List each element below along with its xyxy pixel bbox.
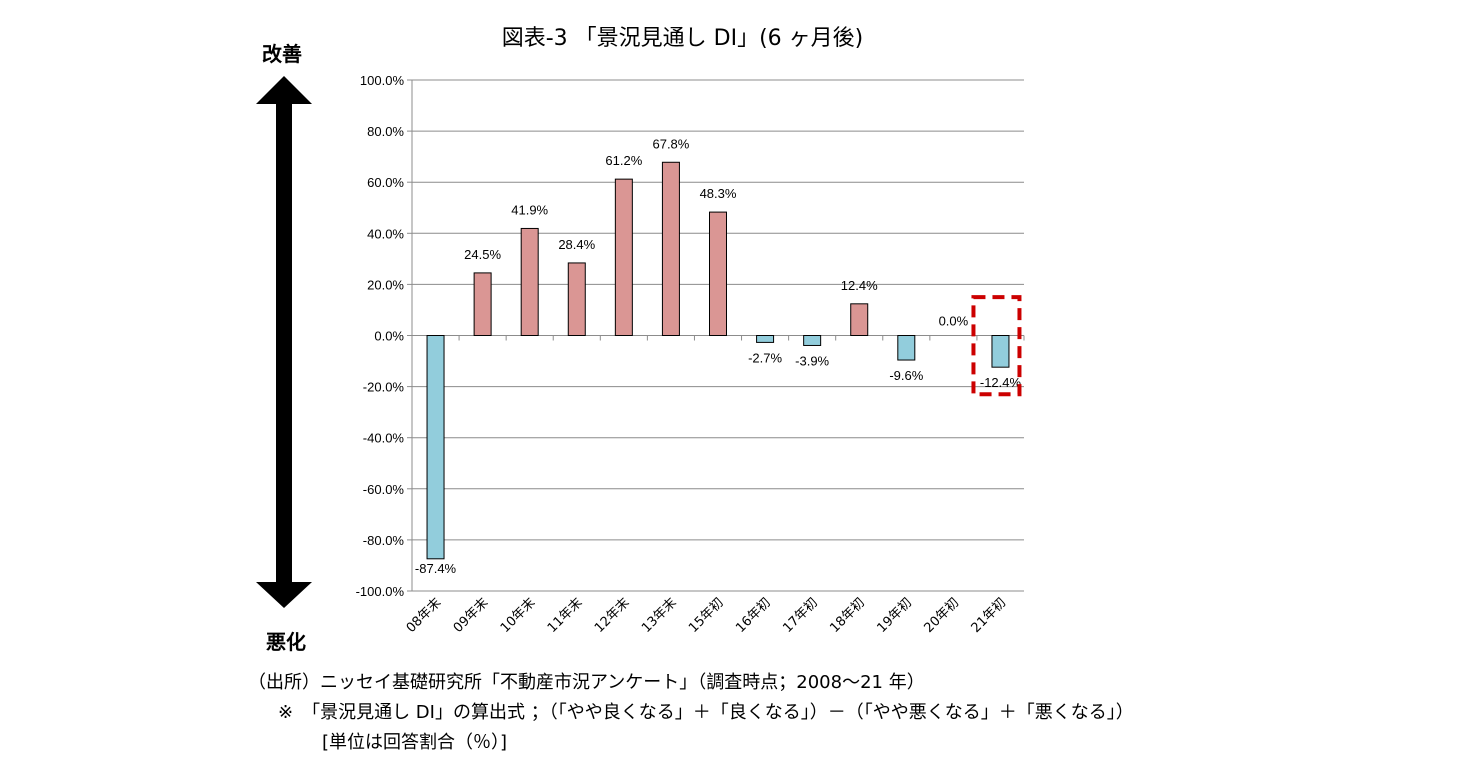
data-label: -12.4%	[980, 375, 1022, 390]
data-label: -2.7%	[748, 350, 782, 365]
highlight-box	[971, 295, 1022, 397]
bar	[803, 335, 822, 346]
bar	[614, 178, 633, 336]
data-label: 28.4%	[558, 237, 595, 252]
y-tick-label: 60.0%	[367, 175, 404, 190]
bar	[897, 335, 916, 361]
y-tick-label: 80.0%	[367, 124, 404, 139]
bar	[520, 227, 539, 336]
x-tick-label: 08年末	[404, 595, 445, 636]
y-tick-label: -40.0%	[363, 431, 405, 446]
y-tick-label: -60.0%	[363, 482, 405, 497]
bar	[426, 335, 445, 560]
source-note: （出所）ニッセイ基礎研究所「不動産市況アンケート」（調査時点；2008～21 年…	[248, 672, 925, 693]
y-tick-label: -80.0%	[363, 533, 405, 548]
bar	[709, 211, 727, 337]
data-label: -3.9%	[795, 353, 829, 368]
data-label: -87.4%	[415, 561, 457, 576]
data-label: -9.6%	[889, 368, 923, 383]
y-tick-label: -20.0%	[363, 380, 405, 395]
data-label: 61.2%	[605, 153, 642, 168]
y-tick-label: -100.0%	[356, 584, 405, 599]
bar	[991, 335, 1010, 368]
x-tick-label: 21年初	[969, 595, 1010, 636]
data-label: 41.9%	[511, 202, 548, 217]
worsen-label: 悪化	[266, 630, 306, 654]
x-tick-label: 12年末	[592, 595, 633, 636]
bar	[661, 161, 680, 336]
x-tick-label: 10年末	[498, 595, 539, 636]
bar	[567, 262, 586, 336]
bar	[473, 272, 492, 336]
x-tick-label: 18年初	[827, 595, 868, 636]
x-tick-label: 11年末	[545, 595, 586, 636]
x-tick-label: 19年初	[874, 595, 915, 636]
data-label: 67.8%	[652, 136, 689, 151]
data-label: 0.0%	[939, 314, 969, 329]
chart-title: 図表-3 「景況見通し DI」(6 ヶ月後)	[501, 26, 864, 51]
x-tick-label: 20年初	[922, 595, 963, 636]
x-tick-label: 15年初	[686, 595, 727, 636]
formula-note: ※ 「景況見通し DI」の算出式 ；（「やや良くなる」＋「良くなる」）－（「やや…	[260, 702, 1134, 723]
x-tick-label: 17年初	[780, 595, 821, 636]
unit-note: [単位は回答割合（％）]	[268, 732, 508, 753]
data-label: 24.5%	[464, 247, 501, 262]
x-tick-label: 13年末	[639, 595, 680, 636]
data-label: 48.3%	[700, 186, 737, 201]
y-tick-label: 0.0%	[374, 329, 404, 344]
y-tick-label: 40.0%	[367, 226, 404, 241]
x-tick-label: 09年末	[451, 595, 492, 636]
improve-label: 改善	[262, 42, 302, 66]
y-tick-label: 20.0%	[367, 277, 404, 292]
notes: （出所）ニッセイ基礎研究所「不動産市況アンケート」（調査時点；2008～21 年…	[248, 668, 1134, 758]
bar	[756, 335, 775, 343]
double-arrow-icon	[256, 76, 312, 608]
y-tick-label: 100.0%	[360, 73, 405, 88]
data-label: 12.4%	[841, 278, 878, 293]
x-tick-label: 16年初	[733, 595, 774, 636]
bar	[850, 303, 869, 336]
